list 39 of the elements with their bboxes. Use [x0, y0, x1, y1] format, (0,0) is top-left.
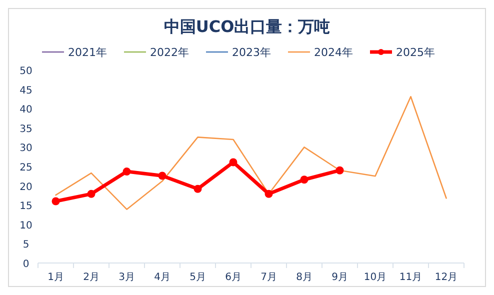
x-tick-label: 5月: [190, 272, 206, 283]
y-tick-label: 20: [20, 182, 32, 193]
point: [158, 172, 166, 180]
x-tick-label: 3月: [118, 272, 135, 283]
point: [87, 190, 96, 198]
x-tick-label: 10月: [364, 272, 387, 283]
line-series: [55, 96, 447, 210]
y-tick-label: 50: [20, 66, 32, 77]
point: [300, 176, 308, 184]
y-tick-label: 35: [20, 124, 32, 135]
x-tick-label: 1月: [48, 272, 64, 283]
legend-label: 2024年: [314, 46, 353, 59]
x-tick-label: 6月: [225, 272, 242, 283]
y-tick-label: 10: [20, 220, 32, 232]
point: [229, 158, 238, 166]
x-tick-label: 2月: [83, 272, 100, 283]
x-tick-label: 11月: [399, 272, 422, 283]
x-tick-label: 4月: [154, 272, 170, 283]
point: [122, 168, 131, 176]
point: [264, 190, 273, 198]
y-tick-label: 0: [22, 259, 30, 270]
x-tick-label: 9月: [332, 272, 348, 283]
x-tick-label: 12月: [434, 272, 458, 283]
legend-label: 2022年: [150, 46, 189, 59]
x-tick-label: 8月: [296, 272, 312, 283]
y-tick-label: 5: [22, 240, 30, 251]
y-tick-label: 15: [20, 201, 32, 212]
y-tick-label: 40: [20, 104, 32, 116]
point: [52, 197, 60, 206]
legend-label: 2021年: [68, 46, 107, 59]
legend-label: 2023年: [232, 46, 271, 59]
y-tick-label: 45: [20, 85, 32, 96]
y-tick-label: 25: [20, 162, 32, 174]
point: [194, 184, 202, 193]
x-tick-label: 7月: [260, 272, 277, 283]
point: [336, 166, 344, 174]
chart-title: 中国UCO出口量：万吨: [164, 17, 330, 36]
legend-label: 2025年: [396, 46, 435, 59]
y-tick-label: 30: [20, 143, 32, 154]
